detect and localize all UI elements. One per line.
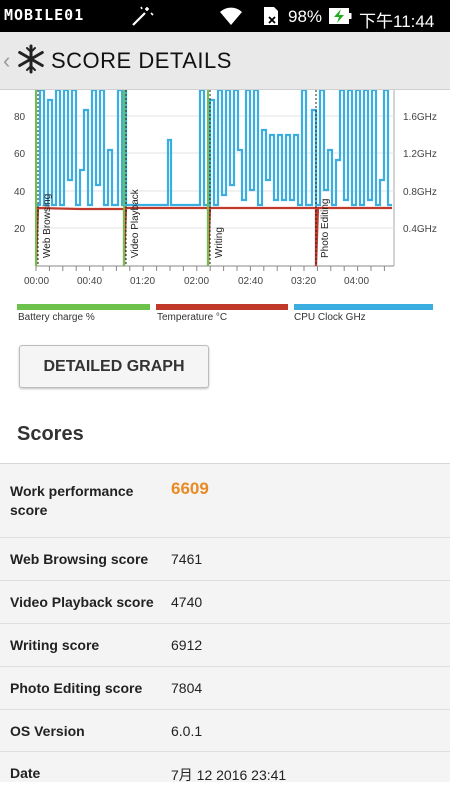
score-label: Work performance score: [10, 483, 134, 518]
clock: 下午11:44: [359, 12, 435, 31]
y-right-tick: 1.2GHz: [403, 149, 437, 160]
annotation-writing: Writing: [214, 227, 225, 258]
y-right-tick: 0.8GHz: [403, 187, 437, 198]
score-row: Web Browsing score 7461: [0, 538, 450, 581]
y-left-tick: 60: [14, 149, 26, 160]
score-row: Photo Editing score 7804: [0, 667, 450, 710]
y-left-tick: 40: [14, 187, 26, 198]
page-title: SCORE DETAILS: [51, 48, 232, 73]
score-table: Work performance score 6609 Web Browsing s…: [0, 463, 450, 795]
x-tick: 01:20: [130, 276, 155, 287]
wand-icon: [132, 6, 154, 26]
score-row: OS Version 6.0.1: [0, 710, 450, 752]
score-label: Writing score: [10, 637, 100, 653]
score-value: 7月 12 2016 23:41: [171, 767, 287, 783]
primary-score-value: 6609: [171, 479, 209, 498]
x-tick: 03:20: [291, 276, 316, 287]
cpu-clock-series: [36, 88, 392, 207]
annotation-photo-editing: Photo Editing: [320, 199, 331, 259]
score-value: 4740: [171, 594, 203, 610]
y-left-tick: 80: [14, 112, 26, 123]
detailed-graph-button[interactable]: DETAILED GRAPH: [19, 345, 209, 388]
score-row: Writing score 6912: [0, 624, 450, 667]
score-label: Photo Editing score: [10, 680, 143, 696]
sd-card-icon: [264, 7, 278, 25]
score-value: 7461: [171, 551, 203, 567]
legend-swatch-temperature: [156, 304, 288, 310]
status-logo: MOBILE01: [4, 6, 85, 24]
battery-charging-icon: [329, 8, 352, 24]
score-label: OS Version: [10, 722, 85, 739]
score-label: Date: [10, 765, 41, 781]
score-row: Video Playback score 4740: [0, 581, 450, 624]
y-left-tick: 20: [14, 224, 26, 235]
legend-label-battery: Battery charge %: [18, 312, 95, 323]
legend-label-cpu: CPU Clock GHz: [294, 312, 366, 323]
x-tick: 04:00: [344, 276, 369, 287]
legend-swatch-battery: [17, 304, 150, 310]
wifi-icon: [220, 7, 242, 25]
chart-plot: Web Browsing Video Playback Writing Phot…: [14, 88, 437, 287]
y-right-tick: 0.4GHz: [403, 224, 437, 235]
page-bottom: [0, 782, 450, 800]
score-value: 6.0.1: [171, 722, 203, 739]
legend-label-temperature: Temperature °C: [157, 312, 228, 323]
x-tick: 00:40: [77, 276, 102, 287]
title-bar: ‹ SCORE DETAILS: [0, 32, 450, 90]
x-tick: 02:00: [184, 276, 209, 287]
score-value: 7804: [171, 680, 203, 696]
y-right-tick: 1.6GHz: [403, 112, 437, 123]
scores-heading: Scores: [17, 423, 84, 445]
chevron-left-icon[interactable]: ‹: [3, 48, 11, 73]
x-tick: 00:00: [24, 276, 49, 287]
annotation-web-browsing: Web Browsing: [42, 194, 53, 258]
battery-percent: 98%: [288, 7, 323, 26]
x-tick: 02:40: [238, 276, 263, 287]
legend-swatch-cpu: [294, 304, 433, 310]
score-row: Work performance score 6609: [0, 464, 450, 538]
score-label: Video Playback score: [10, 594, 154, 610]
score-label: Web Browsing score: [10, 551, 149, 567]
performance-chart: Web Browsing Video Playback Writing Phot…: [0, 88, 450, 290]
score-value: 6912: [171, 637, 203, 653]
annotation-video-playback: Video Playback: [130, 188, 141, 258]
status-bar: MOBILE01 98% 下午11:44: [0, 0, 450, 32]
snowflake-icon[interactable]: [16, 44, 46, 74]
